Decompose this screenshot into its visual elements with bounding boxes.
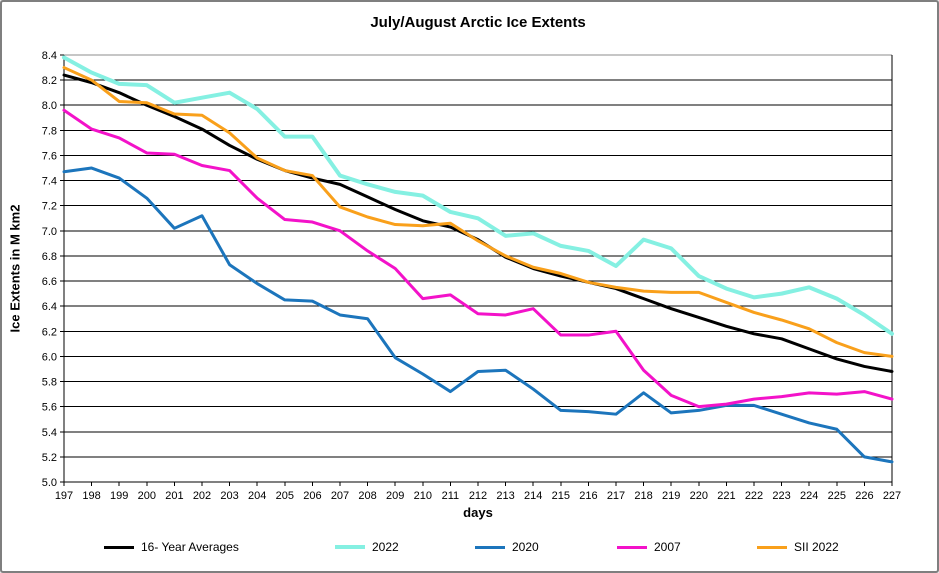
x-tick-label: 219 [662,490,680,502]
y-tick-label: 8.4 [42,50,57,62]
legend-label: 2020 [512,540,539,554]
x-tick-label: 203 [220,490,238,502]
legend-swatch-icon [475,545,505,549]
x-tick-label: 206 [303,490,321,502]
legend: 16- Year Averages 2022 2020 2007 SII 2022 [2,538,937,560]
y-tick-label: 5.2 [42,452,57,464]
y-tick-label: 6.2 [42,326,57,338]
legend-swatch-icon [617,545,647,549]
x-tick-label: 227 [883,490,901,502]
y-tick-label: 6.4 [42,301,57,313]
x-tick-label: 208 [358,490,376,502]
x-tick-label: 222 [745,490,763,502]
legend-item-16--year-averages: 16- Year Averages [104,538,239,556]
x-tick-label: 211 [442,490,460,502]
legend-label: SII 2022 [794,540,839,554]
x-tick-label: 220 [690,490,708,502]
legend-item-2007: 2007 [617,538,681,556]
y-tick-label: 7.2 [42,201,57,213]
y-tick-label: 5.8 [42,377,57,389]
x-tick-label: 199 [110,490,128,502]
x-tick-label: 221 [717,490,735,502]
x-tick-label: 210 [414,490,432,502]
x-tick-label: 201 [165,490,183,502]
plot-area: 5.0 5.2 5.4 5.6 5.8 6.0 6.2 6.4 6.6 6.8 7.0 7.2 7.4 7… [42,50,901,502]
y-tick-label: 6.6 [42,276,57,288]
x-tick-label: 224 [800,490,818,502]
legend-label: 16- Year Averages [141,540,239,554]
y-tick-label: 7.0 [42,226,57,238]
y-tick-label: 7.4 [42,176,57,188]
x-tick-label: 212 [469,490,487,502]
legend-swatch-icon [104,545,134,549]
x-tick-label: 223 [772,490,790,502]
legend-swatch-icon [757,545,787,549]
x-tick-label: 215 [552,490,570,502]
y-tick-label: 7.8 [42,125,57,137]
legend-swatch-icon [335,545,365,549]
series-line-2020 [62,166,894,464]
legend-item-sii-2022: SII 2022 [757,538,839,556]
x-tick-label: 202 [193,490,211,502]
x-tick-label: 197 [55,490,73,502]
series-line-2007 [62,108,894,409]
x-tick-label: 218 [634,490,652,502]
x-tick-label: 209 [386,490,404,502]
x-tick-label: 216 [579,490,597,502]
y-tick-label: 6.8 [42,251,57,263]
x-tick-label: 226 [855,490,873,502]
x-tick-label: 217 [607,490,625,502]
y-tick-label: 5.0 [42,477,57,489]
y-tick-label: 6.0 [42,351,57,363]
legend-label: 2022 [372,540,399,554]
chart-title: July/August Arctic Ice Extents [370,14,586,31]
x-tick-label: 207 [331,490,349,502]
legend-item-2022: 2022 [335,538,399,556]
x-tick-label: 214 [524,490,542,502]
x-tick-label: 200 [138,490,156,502]
x-tick-label: 198 [82,490,100,502]
x-tick-label: 213 [496,490,514,502]
x-tick-label: 205 [276,490,294,502]
y-tick-label: 7.6 [42,150,57,162]
y-tick-label: 8.2 [42,75,57,87]
y-tick-label: 5.4 [42,427,57,439]
x-tick-label: 225 [828,490,846,502]
series-line-sii-2022 [62,66,894,358]
y-tick-label: 5.6 [42,402,57,414]
legend-label: 2007 [654,540,681,554]
x-tick-label: 204 [248,490,266,502]
x-axis-title: days [463,505,493,520]
series-line-2022 [62,55,894,336]
legend-item-2020: 2020 [475,538,539,556]
y-tick-label: 8.0 [42,100,57,112]
